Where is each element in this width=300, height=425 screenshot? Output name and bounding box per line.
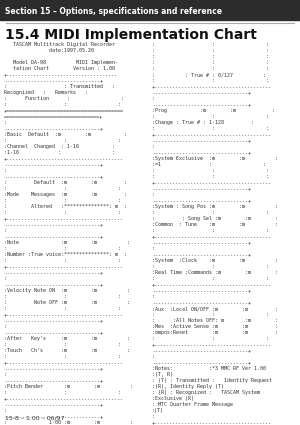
Text: TASCAM Multitrack Digital Recorder
               date:1997.05.20

   Model DA-9: TASCAM Multitrack Digital Recorder date:… bbox=[4, 42, 133, 425]
Text: 15-8 – 1.00 – 06/97: 15-8 – 1.00 – 06/97 bbox=[5, 415, 64, 420]
Text: :                   :                 :
:                   :                 :
: : : : : : : bbox=[152, 42, 278, 425]
Bar bbox=[0, 0, 300, 20]
Text: Section 15 – Options, specifications and reference: Section 15 – Options, specifications and… bbox=[5, 6, 222, 15]
Text: 15.4 MIDI Implementation Chart: 15.4 MIDI Implementation Chart bbox=[5, 28, 257, 42]
